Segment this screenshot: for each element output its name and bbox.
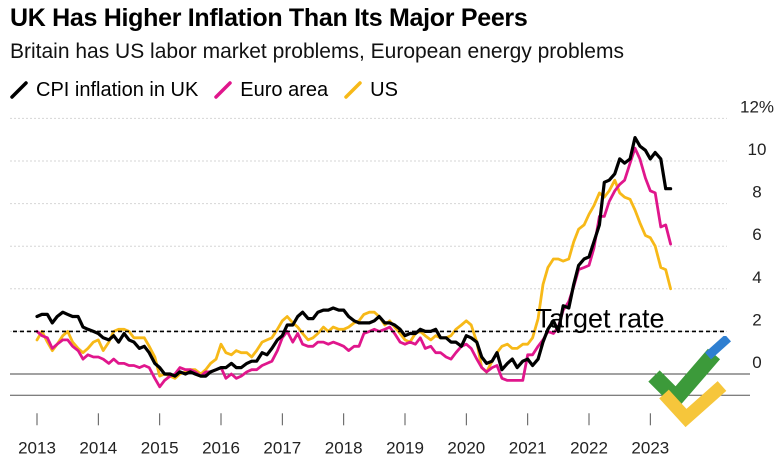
x-tick-label: 2019 [386, 438, 424, 457]
series-lines [35, 136, 673, 389]
chart-subtitle: Britain has US labor market problems, Eu… [10, 40, 624, 63]
x-tick-label: 2016 [202, 438, 240, 457]
legend-item-us: US [344, 79, 398, 102]
series-line-euro-area [35, 146, 672, 389]
x-tick-label: 2018 [325, 438, 363, 457]
x-axis-ticks: 2013 2014 2015 2016 2017 2018 2019 2020 2021 2022… [18, 413, 669, 457]
x-tick-label: 2013 [18, 438, 56, 457]
x-tick-label: 2015 [141, 438, 179, 457]
x-tick-label: 2020 [447, 438, 485, 457]
x-tick-label: 2017 [263, 438, 301, 457]
legend-label-uk: CPI inflation in UK [36, 78, 199, 101]
y-tick-label: 4 [752, 268, 761, 287]
y-tick-label: 6 [752, 225, 761, 244]
x-tick-label: 2021 [509, 438, 547, 457]
legend-item-euro-area: Euro area [214, 79, 328, 102]
y-axis-ticks: 0 2 4 6 8 10 12% [740, 100, 774, 372]
y-tick-label: 2 [752, 310, 761, 329]
x-tick-label: 2014 [79, 438, 117, 457]
legend-swatch-euro-area-icon [214, 81, 233, 99]
target-rate-label: Target rate [535, 303, 664, 333]
legend: CPI inflation in UK Euro area US [10, 77, 414, 103]
y-tick-label: 8 [752, 183, 761, 202]
legend-swatch-uk-icon [10, 81, 28, 99]
y-tick-label: 10 [748, 140, 767, 159]
chart-title: UK Has Higher Inflation Than Its Major P… [10, 4, 528, 32]
series-line-us [35, 178, 672, 380]
target-rate-line: Target rate [13, 303, 727, 333]
x-tick-label: 2022 [570, 438, 608, 457]
y-tick-label: 12% [740, 100, 774, 116]
watermark-logo-icon [648, 336, 732, 428]
legend-label-euro-area: Euro area [240, 78, 329, 101]
legend-swatch-us-icon [344, 81, 362, 99]
legend-item-uk: CPI inflation in UK [10, 79, 198, 102]
x-tick-label: 2023 [631, 438, 669, 457]
legend-label-us: US [370, 78, 398, 101]
series-line-cpi-inflation-in-uk [35, 136, 673, 378]
y-tick-label: 0 [752, 353, 761, 372]
